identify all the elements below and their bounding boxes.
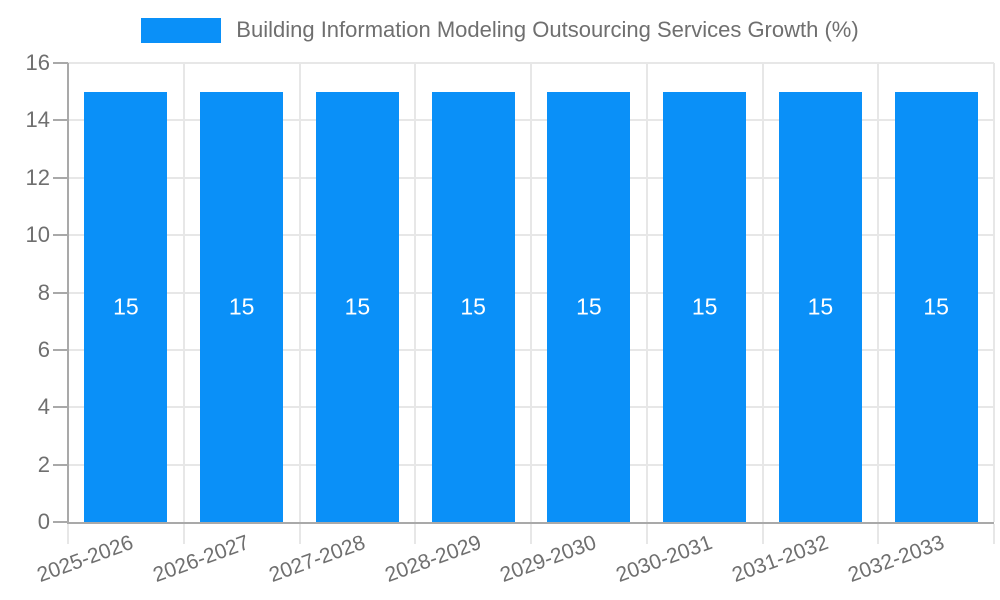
v-gridline xyxy=(645,63,648,522)
bar[interactable]: 15 xyxy=(663,91,747,522)
x-tick-label: 2031-2032 xyxy=(728,531,832,587)
y-tick-label: 4 xyxy=(37,394,50,420)
y-tick-label: 16 xyxy=(25,50,50,75)
v-gridline xyxy=(182,63,185,522)
x-tick-label: 2032-2033 xyxy=(844,531,947,587)
bar-value-label: 15 xyxy=(344,293,371,320)
bar-value-label: 15 xyxy=(923,293,949,320)
x-axis-tick xyxy=(993,524,995,544)
x-axis-line xyxy=(68,522,994,524)
y-axis-tick xyxy=(53,521,68,523)
x-tick-label: 2025-2026 xyxy=(34,531,137,587)
chart-legend-item[interactable]: Building Information Modeling Outsourcin… xyxy=(0,17,1000,43)
bar[interactable]: 15 xyxy=(315,91,399,522)
bar[interactable]: 15 xyxy=(778,91,862,522)
y-tick-label: 6 xyxy=(37,336,50,362)
y-axis-tick xyxy=(53,406,68,409)
y-axis-line xyxy=(67,63,69,524)
v-gridline xyxy=(877,63,880,522)
v-gridline xyxy=(414,63,417,522)
bar-value-label: 15 xyxy=(807,293,834,320)
y-tick-label: 8 xyxy=(37,279,50,305)
y-tick-label: 12 xyxy=(25,164,50,190)
x-axis-tick xyxy=(645,524,648,544)
bar[interactable]: 15 xyxy=(547,91,631,522)
x-axis-tick xyxy=(67,524,69,544)
y-tick-label: 10 xyxy=(25,222,50,248)
x-axis-tick xyxy=(182,524,185,544)
x-tick-label: 2030-2031 xyxy=(613,531,716,587)
x-axis-tick xyxy=(298,524,301,544)
bar[interactable]: 15 xyxy=(431,91,515,522)
x-axis-tick xyxy=(530,524,532,544)
bar[interactable]: 15 xyxy=(200,91,284,522)
y-tick-label: 2 xyxy=(37,451,50,477)
y-axis-tick xyxy=(53,119,68,122)
x-axis-tick xyxy=(761,524,764,544)
v-gridline xyxy=(530,63,532,522)
bar-value-label: 15 xyxy=(228,293,255,320)
v-gridline xyxy=(993,63,995,522)
x-tick-label: 2027-2028 xyxy=(265,531,369,587)
y-tick-label: 14 xyxy=(25,107,50,133)
x-tick-label: 2029-2030 xyxy=(497,531,600,587)
chart-title: Building Information Modeling Outsourcin… xyxy=(236,17,859,42)
y-tick-label: 0 xyxy=(37,509,50,534)
x-tick-label: 2028-2029 xyxy=(381,531,484,587)
y-axis-tick xyxy=(53,62,68,64)
bar-value-label: 15 xyxy=(576,293,602,320)
bar-value-label: 15 xyxy=(113,293,139,320)
y-axis-tick xyxy=(53,291,68,294)
x-axis-tick xyxy=(877,524,880,544)
bar[interactable]: 15 xyxy=(84,91,168,522)
bar-value-label: 15 xyxy=(460,293,486,320)
x-axis-tick xyxy=(414,524,417,544)
bar-value-label: 15 xyxy=(691,293,718,320)
y-axis-tick xyxy=(53,348,68,351)
v-gridline xyxy=(298,63,301,522)
bar[interactable]: 15 xyxy=(894,91,978,522)
legend-swatch xyxy=(141,17,222,43)
y-axis-tick xyxy=(53,234,68,237)
y-axis-tick xyxy=(53,463,68,466)
x-tick-label: 2026-2027 xyxy=(150,531,253,587)
v-gridline xyxy=(761,63,764,522)
y-axis-tick xyxy=(53,176,68,179)
